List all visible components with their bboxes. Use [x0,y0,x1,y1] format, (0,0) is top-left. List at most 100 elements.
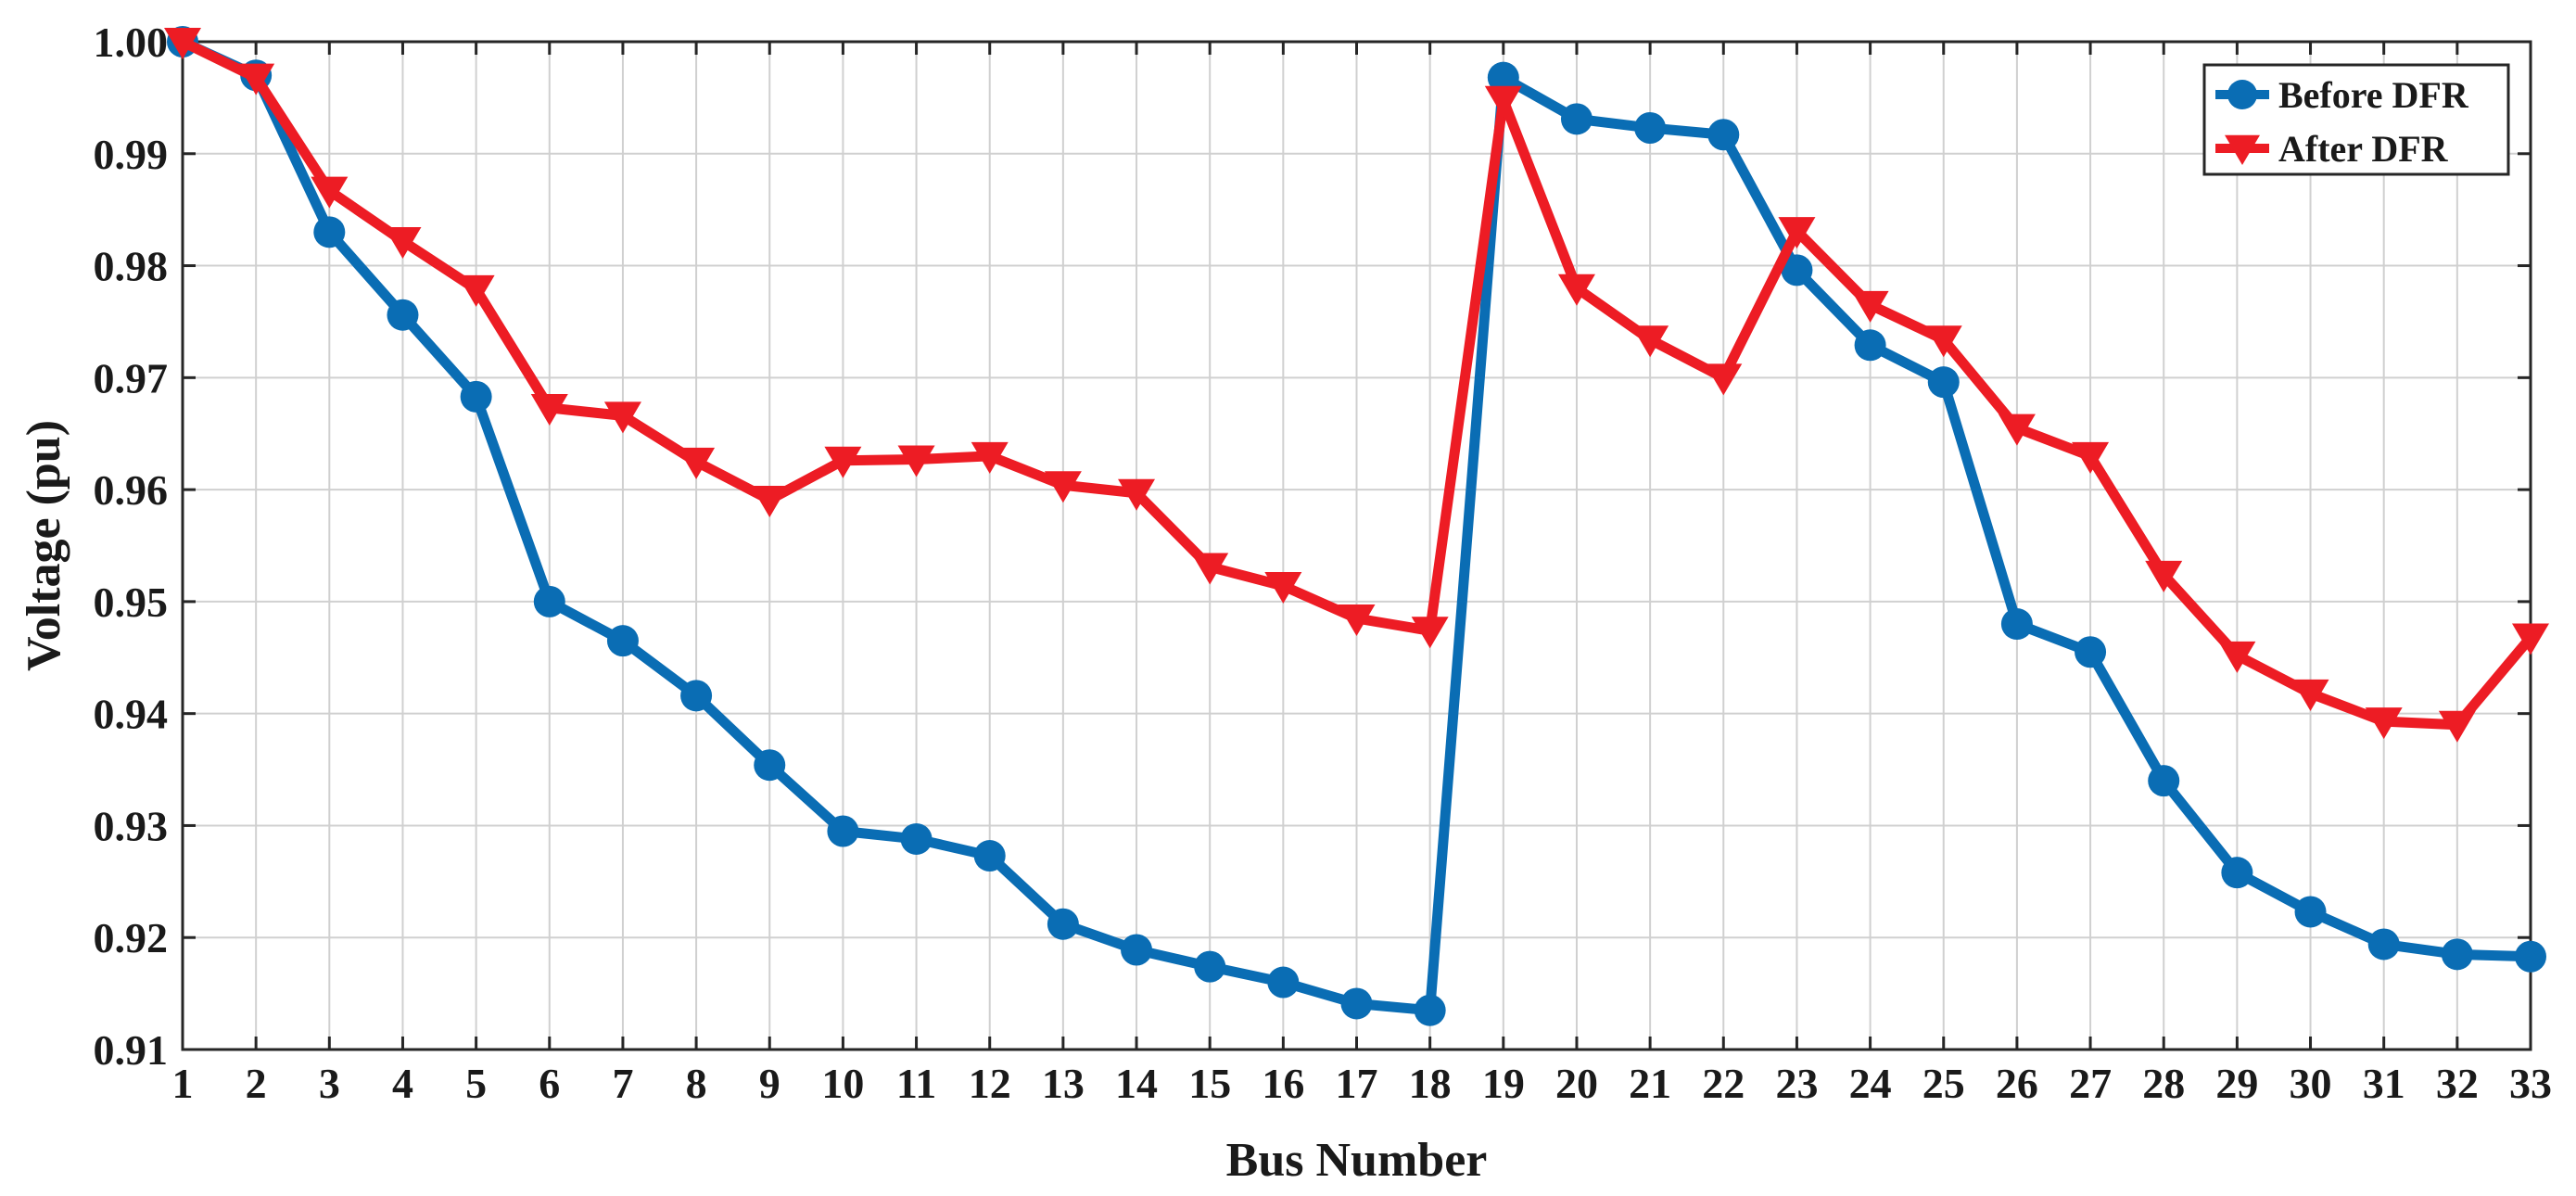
y-tick-label: 0.98 [94,243,169,290]
y-tick-label: 0.92 [94,914,169,961]
data-point [678,447,716,479]
data-point [2512,623,2549,655]
y-axis-label: Voltage (pu) [18,420,70,671]
x-tick-label: 11 [896,1060,936,1107]
x-tick-label: 27 [2069,1060,2112,1107]
x-tick-label: 13 [1042,1060,1085,1107]
y-tick-label: 1.00 [94,19,169,66]
data-point [2294,896,2327,928]
data-point [1047,908,1079,940]
data-point [824,446,862,478]
data-point [1484,85,1522,118]
data-point [971,441,1009,474]
data-point [1264,571,1302,604]
data-point [457,274,495,307]
data-point [1705,363,1743,396]
data-point [2441,938,2473,971]
data-point [1778,217,1816,249]
data-point [2072,441,2110,474]
data-point [2145,560,2183,592]
data-point [1631,325,1669,358]
data-point [1924,325,1962,358]
x-tick-label: 3 [319,1060,340,1107]
axes-box [181,40,2532,1051]
x-tick-label: 5 [465,1060,487,1107]
x-tick-label: 9 [759,1060,780,1107]
legend-marker [2225,134,2260,166]
data-point [1338,604,1376,637]
data-point [1854,329,1886,362]
data-point [754,749,786,782]
data-point [1927,366,1960,399]
data-point [2221,857,2253,889]
data-point [2438,710,2476,743]
data-point [2365,707,2403,740]
x-tick-label: 7 [612,1060,633,1107]
x-tick-label: 20 [1555,1060,1598,1107]
x-tick-label: 25 [1922,1060,1965,1107]
x-tick-label: 14 [1115,1060,1158,1107]
y-tick-label: 0.99 [94,131,169,178]
x-tick-label: 24 [1849,1060,1892,1107]
x-tick-label: 17 [1336,1060,1378,1107]
legend-item-before-dfr: Before DFR [2215,74,2469,116]
data-point [606,625,639,657]
y-tick-label: 0.94 [94,691,169,738]
x-tick-label: 23 [1775,1060,1818,1107]
data-point [311,176,349,209]
data-point [1340,987,1373,1020]
grid-lines [182,41,2532,1050]
data-point [897,445,935,477]
data-point [2000,608,2033,641]
x-tick-label: 30 [2290,1060,2332,1107]
x-tick-label: 21 [1629,1060,1671,1107]
data-point [313,216,346,248]
data-point [603,401,641,434]
series-layer [164,26,2549,1026]
x-tick-label: 31 [2363,1060,2405,1107]
data-point [1191,553,1229,585]
data-point [384,226,422,259]
data-point [237,63,275,95]
data-point [1487,61,1519,94]
data-point [1634,111,1667,144]
y-tick-label: 0.93 [94,802,169,849]
data-point [1851,290,1889,323]
data-point [1414,994,1446,1026]
data-point [973,840,1006,872]
data-point [1557,274,1595,306]
axes [181,40,2532,1051]
data-point [2218,641,2256,673]
data-point [1118,478,1156,511]
data-point [1998,414,2036,446]
x-tick-label: 29 [2215,1060,2258,1107]
data-point [1267,966,1300,999]
legend-label: Before DFR [2278,74,2469,116]
legend-label: After DFR [2278,128,2449,170]
x-tick-label: 2 [246,1060,267,1107]
x-tick-label: 6 [539,1060,560,1107]
data-point [460,380,492,413]
data-point [530,393,568,426]
data-point [2515,940,2546,973]
x-tick-label: 22 [1702,1060,1745,1107]
data-point [1560,103,1593,135]
x-tick-label: 28 [2142,1060,2185,1107]
data-point [1411,617,1449,649]
y-tick-label: 0.91 [94,1026,169,1074]
data-point [2367,928,2400,961]
series-after-dfr [164,28,2549,743]
x-axis-label: Bus Number [1226,1134,1488,1187]
data-point [1707,119,1740,151]
data-point [1781,254,1813,286]
data-point [2148,765,2180,797]
data-point [1194,950,1226,983]
y-tick-label: 0.96 [94,466,169,514]
x-tick-label: 33 [2509,1060,2552,1107]
data-point [387,299,419,331]
legend: Before DFR After DFR [2202,63,2510,176]
data-point [680,680,713,712]
data-point [164,28,201,59]
legend-box [2202,63,2510,176]
